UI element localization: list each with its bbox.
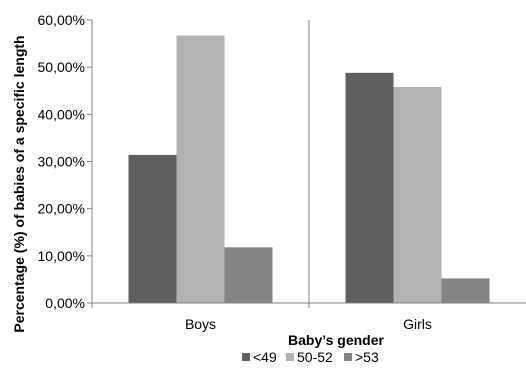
y-tick-labels: 0,00% 10,00% 20,00% 30,00% 40,00% 50,00% 60,00… xyxy=(38,12,85,311)
x-category-label: Girls xyxy=(403,316,432,332)
legend-swatch xyxy=(344,353,352,361)
axes xyxy=(87,19,526,308)
y-axis-title: Percentage (%) of babies of a specific l… xyxy=(11,35,27,332)
bar-49-boys xyxy=(128,154,177,303)
y-tick-label: 50,00% xyxy=(38,59,85,75)
legend-label: 50-52 xyxy=(297,349,333,365)
y-tick-label: 30,00% xyxy=(38,154,85,170)
x-axis-title: Baby’s gender xyxy=(288,332,385,348)
x-category-label: Boys xyxy=(185,316,216,332)
y-tick-label: 60,00% xyxy=(38,12,85,28)
x-category-labels: Boys Girls xyxy=(185,316,432,332)
bar-53-girls xyxy=(441,278,490,303)
bar-5052-boys xyxy=(176,35,225,303)
y-tick-label: 20,00% xyxy=(38,201,85,217)
bar-53-boys xyxy=(224,247,273,303)
bars xyxy=(128,35,490,304)
y-tick-label: 40,00% xyxy=(38,106,85,122)
bar-5052-girls xyxy=(393,86,442,303)
legend-swatch xyxy=(286,353,294,361)
y-tick-label: 0,00% xyxy=(45,295,85,311)
legend: <49 50-52 >53 xyxy=(242,349,379,365)
legend-label: >53 xyxy=(355,349,379,365)
bar-49-girls xyxy=(345,72,394,304)
y-tick-label: 10,00% xyxy=(38,248,85,264)
legend-swatch xyxy=(242,353,250,361)
legend-label: <49 xyxy=(253,349,277,365)
